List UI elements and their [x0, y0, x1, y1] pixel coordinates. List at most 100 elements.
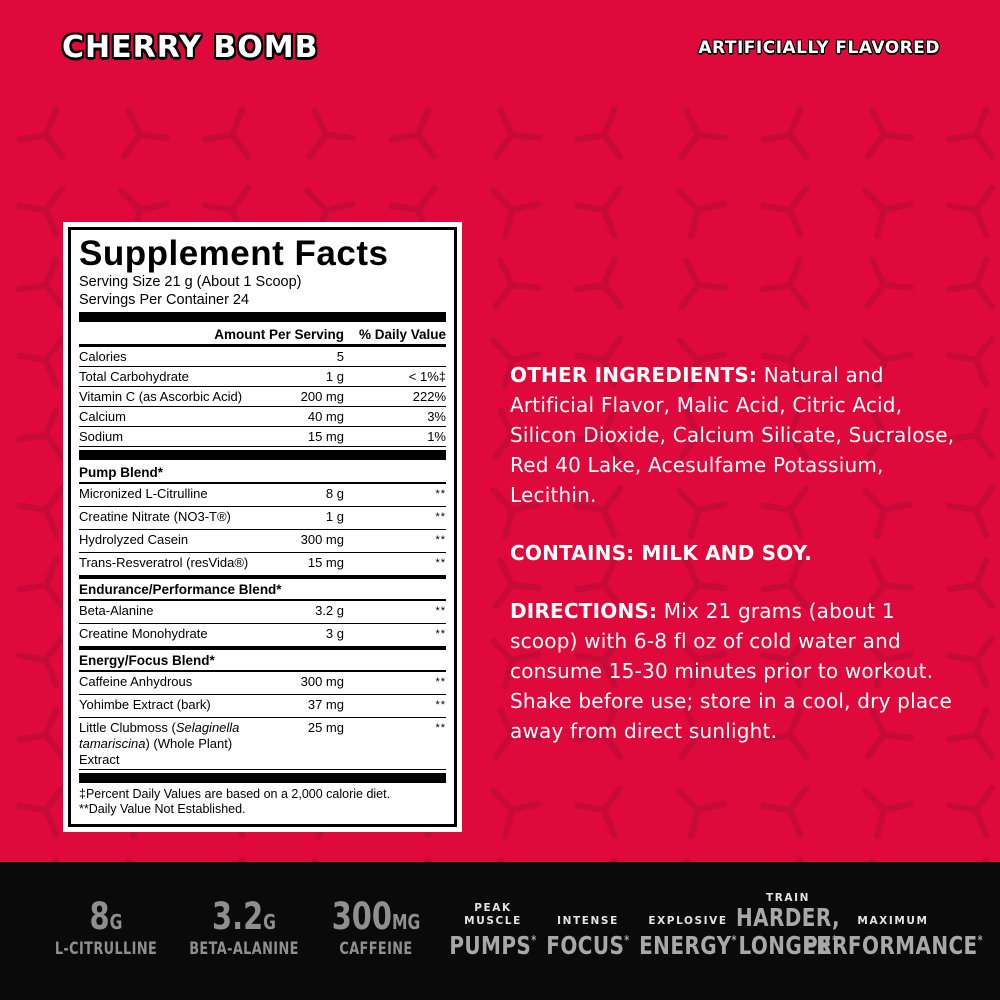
table-row: Little Clubmoss (Selaginella tamariscina… [79, 718, 446, 770]
table-row: Total Carbohydrate 1 g < 1%‡ [79, 367, 446, 387]
ingredient-name: Calories [79, 349, 127, 364]
stat-label: BETA-ALANINE [189, 939, 299, 958]
claim-item: TRAIN HARDER, LONGER* [723, 892, 853, 959]
ingredient-name: Total Carbohydrate [79, 369, 189, 384]
table-row: Creatine Monohydrate 3 g ** [79, 624, 446, 647]
daily-value-header: % Daily Value [358, 327, 446, 342]
claim-item: PEAK MUSCLE PUMPS* [438, 902, 547, 958]
ingredient-amount: 37 mg [307, 697, 344, 712]
claim-word: PUMPS* [449, 931, 537, 960]
facts-section-header: Endurance/Performance Blend* [79, 576, 446, 601]
ingredient-name: Beta-Alanine [79, 603, 154, 618]
stat-value: 3.2G [212, 895, 276, 938]
ingredient-daily-value: ** [435, 511, 446, 523]
table-row: Calories 5 [79, 347, 446, 367]
claim-word: ENERGY* [639, 931, 737, 960]
claim-kicker: TRAIN [765, 891, 811, 904]
ingredient-daily-value: ** [435, 722, 446, 734]
divider-bar [79, 773, 446, 783]
ingredient-name: Sodium [79, 429, 124, 444]
divider-bar [79, 450, 446, 460]
amount-per-serving-header: Amount Per Serving [214, 327, 344, 342]
claim-kicker: EXPLOSIVE [648, 914, 728, 927]
ingredient-name: Calcium [79, 409, 126, 424]
footnote: ‡Percent Daily Values are based on a 2,0… [79, 787, 391, 801]
ingredient-amount: 3 g [325, 626, 344, 641]
supplement-facts-title: Supplement Facts [79, 234, 389, 273]
ingredient-name: Creatine Nitrate (NO3-T®) [79, 509, 231, 524]
serving-size: Serving Size 21 g (About 1 Scoop) [79, 274, 302, 290]
ingredient-daily-value: ** [435, 699, 446, 711]
table-row: Micronized L-Citrulline 8 g ** [79, 484, 446, 507]
stat-unit: G [109, 910, 123, 934]
ingredient-daily-value: ** [435, 488, 446, 500]
ingredient-daily-value: ** [435, 557, 446, 569]
claim-item: EXPLOSIVE ENERGY* [627, 915, 749, 959]
ingredient-daily-value: 3% [427, 409, 446, 424]
supplement-facts-panel: Supplement Facts Serving Size 21 g (Abou… [63, 222, 462, 832]
claim-word: FOCUS* [546, 931, 630, 960]
stat-value: 8G [89, 895, 123, 938]
ingredient-daily-value: ** [435, 605, 446, 617]
bottom-claims-bar: 8G L-CITRULLINE 3.2G BETA-ALANINE 300MG CAFFE… [0, 862, 1000, 1000]
ingredient-amount: 300 mg [300, 532, 344, 547]
stat-unit: MG [391, 910, 421, 934]
ingredient-daily-value: 1% [427, 429, 446, 444]
flavor-note: ARTIFICIALLY FLAVORED [698, 38, 940, 58]
ingredient-daily-value: 222% [412, 389, 446, 404]
facts-footnotes: ‡Percent Daily Values are based on a 2,0… [79, 785, 446, 817]
facts-column-headers: Amount Per Serving % Daily Value [79, 324, 446, 347]
stat-scale: 300MG CAFFEINE [331, 895, 421, 958]
ingredient-name: Little Clubmoss (Selaginella tamariscina… [79, 720, 240, 767]
ingredient-amount: 200 mg [300, 389, 344, 404]
ingredient-amount: 1 g [325, 369, 344, 384]
ingredient-name: Creatine Monohydrate [79, 626, 208, 641]
ingredient-amount: 40 mg [307, 409, 344, 424]
claim-asterisk: * [624, 933, 630, 947]
ingredient-amount: 3.2 g [315, 603, 344, 618]
directions-text: Mix 21 grams (about 1 scoop) with 6-8 fl… [510, 599, 952, 743]
stat-item: 300MG CAFFEINE [319, 895, 433, 958]
ingredient-amount: 8 g [325, 486, 344, 501]
divider-bar [79, 312, 446, 322]
footnote: **Daily Value Not Established. [79, 802, 246, 816]
stat-value: 300MG [331, 895, 421, 938]
claim-word: HARDER, LONGER* [735, 903, 841, 960]
facts-rows: Calories 5 Total Carbohydrate 1 g < 1%‡ Vitam… [79, 347, 446, 783]
facts-section-header: Pump Blend* [79, 462, 446, 484]
ingredient-name: Micronized L-Citrulline [79, 486, 208, 501]
ingredient-amount: 1 g [325, 509, 344, 524]
claim-asterisk: * [531, 933, 537, 947]
table-row: Trans-Resveratrol (resVida®) 15 mg ** [79, 553, 446, 576]
stat-label: L-CITRULLINE [54, 939, 158, 958]
ingredient-amount: 15 mg [307, 555, 344, 570]
other-ingredients-label: OTHER INGREDIENTS: [510, 363, 758, 387]
product-name: CHERRY BOMB [62, 30, 319, 65]
ingredient-amount: 300 mg [300, 674, 344, 689]
ingredient-amount: 5 [336, 349, 344, 364]
stat-item: 3.2G BETA-ALANINE [174, 895, 315, 958]
table-row: Vitamin C (as Ascorbic Acid) 200 mg 222% [79, 387, 446, 407]
claim-kicker: PEAK MUSCLE [464, 902, 522, 927]
info-column: OTHER INGREDIENTS: Natural and Artificia… [510, 360, 958, 774]
stat-scale: 3.2G BETA-ALANINE [189, 895, 299, 958]
ingredient-name: Hydrolyzed Casein [79, 532, 189, 547]
claim-asterisk: * [832, 933, 838, 947]
supplement-facts-inner: Supplement Facts Serving Size 21 g (Abou… [68, 227, 457, 827]
table-row: Hydrolyzed Casein 300 mg ** [79, 530, 446, 553]
ingredient-name: Yohimbe Extract (bark) [79, 697, 211, 712]
other-ingredients: OTHER INGREDIENTS: Natural and Artificia… [510, 360, 958, 510]
ingredient-daily-value: ** [435, 676, 446, 688]
ingredient-name: Caffeine Anhydrous [79, 674, 193, 689]
claim-item: MAXIMUM PERFORMANCE* [780, 915, 1000, 959]
table-row: Sodium 15 mg 1% [79, 427, 446, 447]
table-row: Creatine Nitrate (NO3-T®) 1 g ** [79, 507, 446, 530]
claim-item: INTENSE FOCUS* [536, 915, 640, 959]
claim-kicker: MAXIMUM [857, 914, 929, 927]
contains-statement: CONTAINS: MILK AND SOY. [510, 541, 812, 565]
stat-unit: G [263, 910, 276, 934]
facts-section-header: Energy/Focus Blend* [79, 647, 446, 672]
ingredient-daily-value: ** [435, 628, 446, 640]
table-row: Beta-Alanine 3.2 g ** [79, 601, 446, 624]
